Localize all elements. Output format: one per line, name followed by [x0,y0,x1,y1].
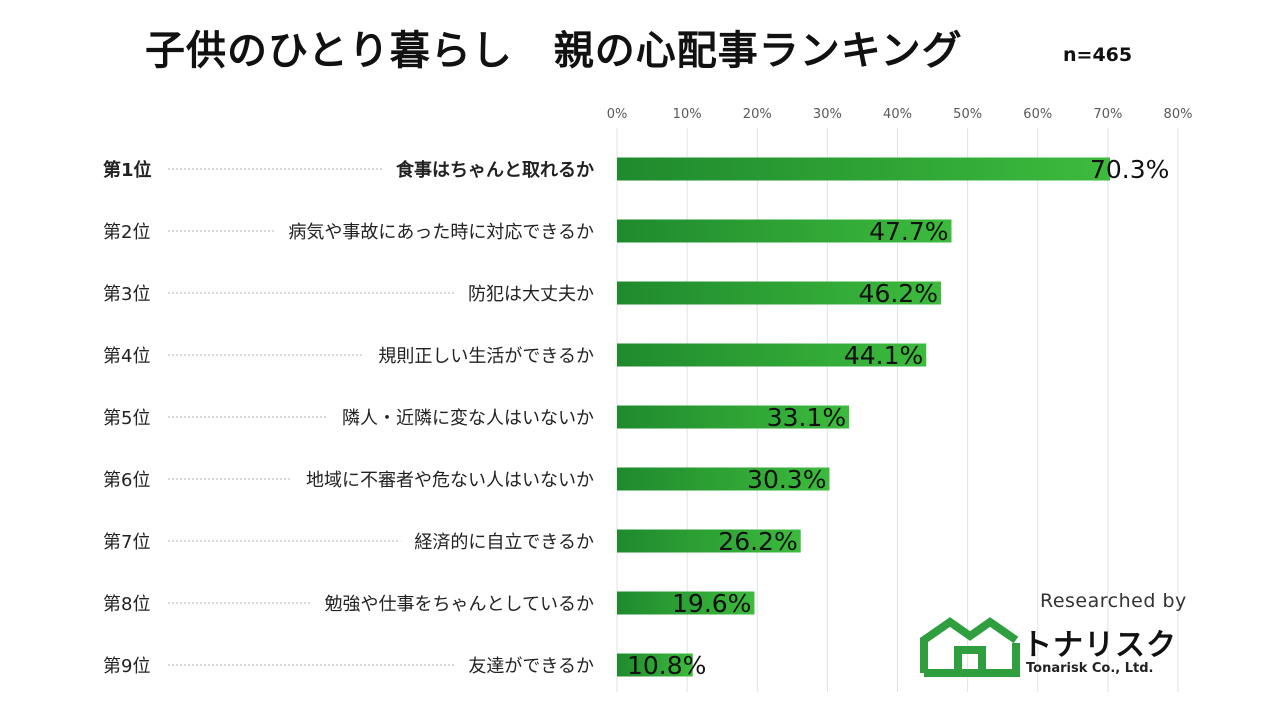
bar-row: 第5位 隣人・近隣に変な人はいないか 33.1% [103,403,850,432]
value-label: 46.2% [859,279,938,308]
company-name: トナリスク [1022,628,1177,663]
bar [617,157,1110,181]
category-label: 病気や事故にあった時に対応できるか [288,222,594,243]
bar [617,343,927,367]
value-label: 33.1% [767,403,846,432]
bar-row: 第2位 病気や事故にあった時に対応できるか 47.7% [103,217,952,246]
rank-label: 第8位 [103,594,150,615]
value-label: 47.7% [869,217,948,246]
bar [617,281,941,305]
bar-row: 第8位 勉強や仕事をちゃんとしているか 19.6% [103,589,755,618]
bar-rows: 第1位 食事はちゃんと取れるか 70.3% 第2位 病気や事故にあった時に対応できるか 4… [103,155,1169,680]
value-label: 70.3% [1090,155,1169,184]
x-tick-label: 20% [743,107,772,122]
bar-row: 第1位 食事はちゃんと取れるか 70.3% [103,155,1169,184]
bar-row: 第6位 地域に不審者や危ない人はいないか 30.3% [103,465,830,494]
bar-row: 第9位 友達ができるか 10.8% [103,651,706,680]
chart-title: 子供のひとり暮らし 親の心配事ランキング [145,28,963,74]
bar [617,653,693,677]
category-label: 防犯は大丈夫か [468,284,594,305]
x-tick-label: 80% [1164,107,1193,122]
rank-label: 第6位 [103,470,150,491]
category-label: 隣人・近隣に変な人はいないか [342,408,594,429]
value-label: 26.2% [718,527,797,556]
bar [617,529,801,553]
category-label: 食事はちゃんと取れるか [395,159,594,181]
x-tick-label: 60% [1023,107,1052,122]
x-tick-label: 30% [813,107,842,122]
bar-row: 第7位 経済的に自立できるか 26.2% [103,527,801,556]
bar [617,219,952,243]
category-label: 規則正しい生活ができるか [378,346,594,367]
bar-row: 第4位 規則正しい生活ができるか 44.1% [103,341,927,370]
category-label: 友達ができるか [468,656,594,677]
rank-label: 第5位 [103,408,150,429]
x-tick-label: 0% [607,107,628,122]
rank-label: 第4位 [103,346,150,367]
category-label: 勉強や仕事をちゃんとしているか [325,594,594,615]
bar [617,591,755,615]
sample-size: n=465 [1063,44,1133,66]
company-logo [920,588,1190,688]
value-label: 30.3% [747,465,826,494]
x-axis-ticks: 0% 10% 20% 30% 40% 50% 60% 70% 80% [607,107,1193,122]
rank-label: 第9位 [103,656,150,677]
researched-by-text: Researched by [1040,590,1187,612]
rank-label: 第7位 [103,532,150,553]
category-label: 経済的に自立できるか [414,532,594,553]
x-tick-label: 70% [1093,107,1122,122]
bar [617,405,850,429]
category-label: 地域に不審者や危ない人はいないか [306,470,594,491]
bar [617,467,830,491]
value-label: 44.1% [844,341,923,370]
bar-row: 第3位 防犯は大丈夫か 46.2% [103,279,941,308]
value-label: 10.8% [627,651,706,680]
rank-label: 第3位 [103,284,150,305]
x-tick-label: 10% [673,107,702,122]
x-tick-label: 50% [953,107,982,122]
value-label: 19.6% [672,589,751,618]
company-name-en: Tonarisk Co., Ltd. [1026,661,1154,676]
rank-label: 第2位 [103,222,150,243]
rank-label: 第1位 [103,159,152,181]
x-tick-label: 40% [883,107,912,122]
house-logo-icon [920,617,1020,677]
